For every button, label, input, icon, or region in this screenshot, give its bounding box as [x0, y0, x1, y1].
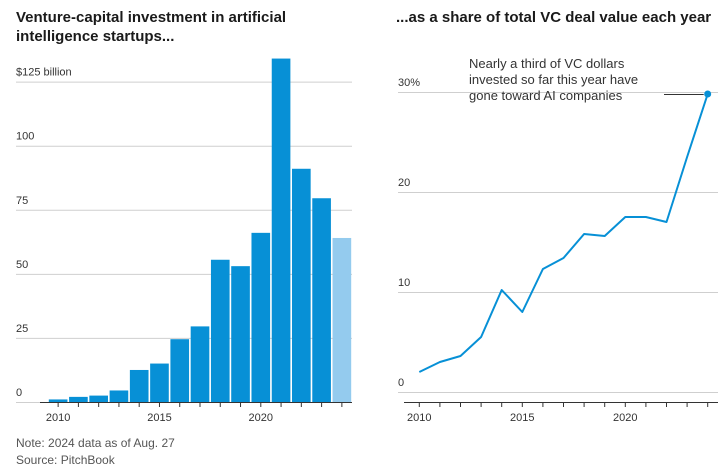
left-y-tick-label: 25 [16, 323, 28, 335]
right-y-tick-label: 30% [398, 77, 420, 89]
bar-2013 [109, 390, 129, 402]
point-2024 [704, 90, 712, 98]
bar-2020 [251, 232, 271, 402]
bar-2011 [69, 396, 88, 402]
left-y-tick-label: 0 [16, 387, 22, 399]
right-y-tick-label: 0 [398, 377, 404, 389]
bar-2022 [292, 168, 311, 402]
annotation-text-line: invested so far this year have [469, 72, 638, 87]
annotation-text-line: Nearly a third of VC dollars [469, 56, 625, 71]
right-y-tick-label: 20 [398, 177, 410, 189]
source-text: Source: PitchBook [16, 453, 115, 467]
bar-2018 [210, 259, 230, 402]
bar-2017 [190, 326, 210, 402]
bar-2021 [271, 58, 291, 403]
left-x-tick-label: 2010 [46, 412, 70, 424]
note-text: Note: 2024 data as of Aug. 27 [16, 436, 175, 450]
right-x-tick-label: 2010 [407, 412, 431, 424]
bar-2016 [170, 339, 190, 402]
left-chart-title: Venture-capital investment in artificial… [16, 8, 316, 46]
bar-2010 [48, 399, 68, 402]
right-chart-title: ...as a share of total VC deal value eac… [396, 9, 712, 26]
bar-2012 [89, 395, 108, 402]
left-y-tick-label: 100 [16, 131, 34, 143]
bar-2015 [150, 363, 169, 402]
left-x-tick-label: 2020 [249, 412, 273, 424]
left-chart-title-line-1: Venture-capital investment in artificial [16, 9, 287, 26]
left-x-tick-label: 2015 [147, 412, 171, 424]
right-x-tick-label: 2020 [613, 412, 637, 424]
left-chart-title-line-2: intelligence startups... [16, 28, 175, 45]
right-y-tick-label: 10 [398, 277, 410, 289]
left-y-tick-label: $125 billion [16, 67, 72, 79]
bar-2024 [332, 237, 352, 402]
bar-2019 [231, 266, 250, 402]
left-y-tick-label: 50 [16, 259, 28, 271]
share-line-series [418, 93, 709, 373]
left-y-tick-label: 75 [16, 195, 28, 207]
bar-2023 [312, 198, 331, 402]
annotation-text-line: gone toward AI companies [469, 88, 623, 103]
bar-2014 [129, 369, 149, 402]
right-x-tick-label: 2015 [510, 412, 534, 424]
